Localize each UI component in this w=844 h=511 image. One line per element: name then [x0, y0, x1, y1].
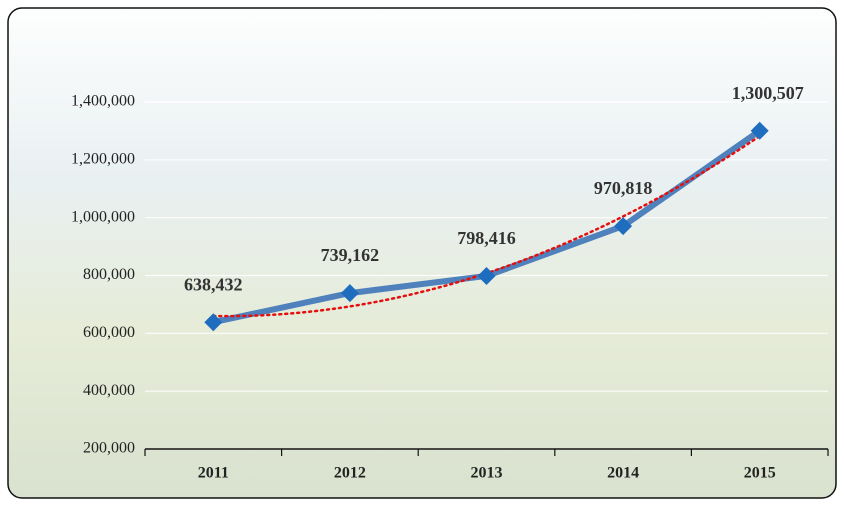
x-tick-label: 2015 [744, 465, 776, 482]
data-label: 1,300,507 [732, 83, 804, 103]
y-tick-label: 600,000 [83, 324, 135, 341]
y-tick-label: 1,200,000 [71, 151, 135, 168]
data-label: 739,162 [321, 245, 380, 265]
x-tick-label: 2014 [607, 465, 639, 482]
y-tick-label: 200,000 [83, 440, 135, 457]
data-label: 970,818 [594, 178, 653, 198]
y-tick-label: 1,400,000 [71, 93, 135, 110]
chart-frame [8, 8, 836, 498]
y-tick-label: 400,000 [83, 382, 135, 399]
data-label: 798,416 [457, 228, 516, 248]
y-tick-label: 800,000 [83, 266, 135, 283]
x-tick-label: 2011 [198, 465, 229, 482]
chart: 200,000 400,000 600,000 800,000 1,000,000 1,2… [0, 0, 844, 506]
y-tick-label: 1,000,000 [71, 208, 135, 225]
data-label: 638,432 [184, 274, 243, 294]
x-tick-label: 2012 [334, 465, 366, 482]
x-tick-label: 2013 [471, 465, 503, 482]
